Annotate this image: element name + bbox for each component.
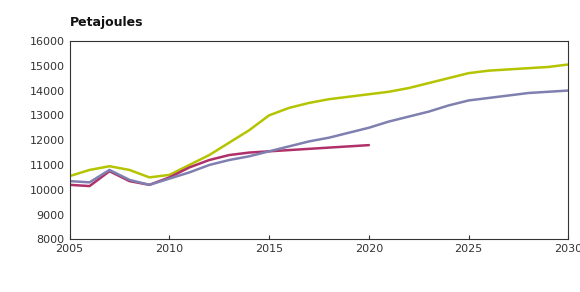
Line: 2011: 2011 (70, 91, 568, 185)
2011 (485, 96, 492, 100)
2009 (306, 147, 313, 151)
2007 (365, 93, 372, 96)
2007 (266, 114, 273, 117)
2011 (445, 104, 452, 107)
2007 (445, 76, 452, 80)
2011 (126, 178, 133, 182)
2007 (505, 68, 512, 71)
2007 (166, 173, 173, 177)
2011 (425, 110, 432, 113)
2007 (385, 90, 392, 93)
2007 (66, 174, 73, 178)
2011 (385, 120, 392, 123)
2007 (126, 168, 133, 172)
2009 (266, 150, 273, 153)
2007 (425, 81, 432, 85)
2009 (166, 175, 173, 179)
2011 (365, 126, 372, 129)
2007 (525, 66, 532, 70)
2009 (285, 148, 292, 152)
2007 (485, 69, 492, 72)
2011 (206, 163, 213, 167)
2011 (226, 158, 233, 162)
2011 (66, 179, 73, 183)
2009 (246, 151, 253, 154)
2007 (86, 168, 93, 172)
2011 (106, 168, 113, 172)
2007 (325, 98, 332, 101)
2011 (405, 115, 412, 118)
2007 (545, 65, 552, 69)
2011 (325, 136, 332, 139)
2007 (186, 163, 193, 167)
2009 (226, 153, 233, 157)
2007 (206, 153, 213, 157)
Line: 2009: 2009 (70, 145, 369, 186)
2007 (346, 95, 353, 98)
2011 (246, 154, 253, 158)
2009 (146, 183, 153, 187)
2011 (465, 99, 472, 102)
2009 (66, 183, 73, 187)
2007 (465, 71, 472, 75)
2007 (306, 101, 313, 105)
2009 (186, 166, 193, 169)
2011 (525, 91, 532, 95)
2011 (346, 131, 353, 134)
2007 (146, 175, 153, 179)
2011 (146, 183, 153, 187)
2011 (545, 90, 552, 93)
2009 (106, 169, 113, 173)
2007 (246, 128, 253, 132)
2011 (166, 177, 173, 180)
2009 (206, 158, 213, 162)
2011 (86, 180, 93, 184)
2011 (186, 171, 193, 174)
2007 (106, 164, 113, 168)
2009 (365, 143, 372, 147)
2007 (565, 63, 572, 66)
2011 (505, 94, 512, 97)
2007 (226, 141, 233, 144)
Line: 2007: 2007 (70, 65, 568, 177)
2011 (266, 150, 273, 153)
2011 (565, 89, 572, 92)
2009 (86, 184, 93, 188)
2011 (306, 140, 313, 143)
Text: Petajoules: Petajoules (70, 16, 143, 29)
2007 (405, 86, 412, 90)
2009 (346, 145, 353, 148)
2009 (126, 179, 133, 183)
2011 (285, 145, 292, 148)
2009 (325, 146, 332, 149)
2007 (285, 106, 292, 110)
